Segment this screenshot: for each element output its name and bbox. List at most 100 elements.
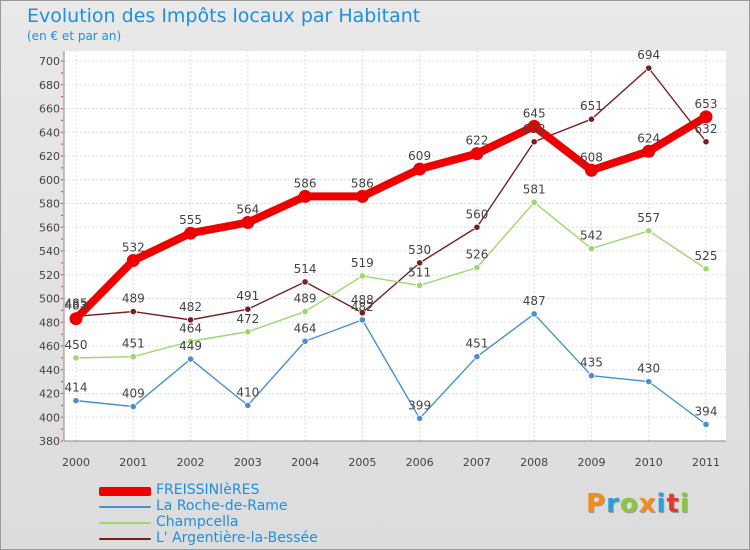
data-label: 451 [465, 337, 488, 351]
data-label: 487 [523, 294, 546, 308]
data-label: 482 [351, 300, 374, 314]
y-tick-label: 600 [39, 174, 60, 187]
y-minor-tick [61, 179, 63, 181]
y-minor-tick [61, 393, 63, 394]
data-point [69, 312, 83, 326]
data-point [129, 307, 137, 316]
x-tick-label: 2010 [635, 456, 663, 469]
data-point [645, 64, 653, 72]
y-minor-tick [61, 309, 63, 311]
data-label: 532 [122, 241, 145, 255]
y-minor-tick [61, 155, 63, 157]
data-label: 586 [351, 176, 374, 190]
chart-title: Evolution des Impôts locaux par Habitant [27, 5, 421, 27]
y-minor-tick [61, 96, 63, 98]
data-label: 489 [122, 292, 145, 306]
y-tick-label: 560 [39, 221, 60, 234]
data-label: 555 [179, 213, 202, 227]
y-tick-label: 440 [39, 364, 60, 377]
y-tick-label: 580 [39, 198, 60, 211]
y-tick-label: 620 [39, 150, 60, 163]
logo-letter: x [638, 489, 657, 519]
data-label: 451 [122, 337, 145, 351]
data-label: 514 [294, 262, 317, 276]
x-tick-label: 2008 [520, 456, 548, 469]
y-tick-label: 640 [39, 126, 60, 139]
data-point [530, 138, 538, 146]
logo-letter: t [666, 489, 680, 519]
y-minor-tick [61, 440, 63, 442]
data-label: 542 [580, 229, 603, 243]
data-point [413, 162, 427, 176]
logo-letter: i [656, 489, 667, 519]
data-label: 435 [580, 356, 603, 370]
legend-label: FREISSINIèRES [156, 482, 260, 498]
x-tick-label: 2007 [463, 456, 491, 469]
data-point [358, 272, 366, 280]
y-minor-tick [61, 416, 63, 418]
data-point [416, 281, 424, 290]
data-label: 694 [637, 48, 660, 62]
y-minor-tick [61, 345, 63, 347]
data-label: 530 [408, 243, 431, 257]
data-point [584, 163, 598, 177]
y-minor-tick [61, 369, 63, 371]
y-tick-label: 520 [39, 269, 60, 282]
data-point [129, 402, 137, 411]
series-line [75, 313, 707, 426]
data-label: 560 [465, 207, 488, 221]
data-point [702, 265, 710, 273]
data-point [645, 378, 653, 386]
y-minor-tick [61, 167, 63, 169]
y-minor-tick [61, 428, 63, 430]
y-minor-tick [61, 286, 63, 288]
data-point [699, 110, 713, 124]
data-point [298, 189, 312, 203]
y-minor-tick [61, 84, 63, 86]
data-label: 414 [65, 381, 88, 395]
data-label: 488 [351, 293, 374, 307]
data-label: 586 [294, 176, 317, 190]
logo-letter: o [619, 489, 639, 519]
data-label: 557 [637, 211, 660, 225]
y-minor-tick [61, 119, 63, 121]
x-tick-label: 2004 [291, 456, 319, 469]
y-minor-tick [61, 191, 63, 193]
data-label: 526 [465, 248, 488, 262]
legend-swatch [99, 538, 151, 540]
data-label: 410 [236, 385, 259, 399]
data-point [416, 259, 424, 267]
data-point [530, 310, 538, 318]
data-label: 581 [523, 182, 546, 196]
data-point [470, 147, 484, 161]
data-label: 622 [465, 134, 488, 148]
data-point [301, 337, 309, 345]
data-point [530, 198, 538, 206]
data-point [702, 138, 710, 146]
logo-letter: r [606, 489, 620, 519]
data-label: 564 [236, 203, 259, 217]
series-line [72, 112, 710, 323]
data-point [126, 254, 140, 267]
data-label: 608 [580, 150, 603, 164]
data-point [358, 309, 366, 317]
y-minor-tick [61, 214, 63, 216]
data-point [241, 216, 255, 229]
data-point [527, 119, 541, 133]
y-minor-tick [61, 404, 63, 406]
data-point [355, 189, 369, 203]
legend-label: L' Argentière-la-Bessée [156, 530, 318, 546]
x-tick-label: 2009 [577, 456, 605, 469]
data-label: 430 [637, 362, 660, 376]
legend-swatch [99, 522, 151, 524]
y-minor-tick [61, 250, 63, 252]
y-tick-label: 680 [39, 79, 60, 92]
x-tick-label: 2011 [692, 456, 720, 469]
y-minor-tick [61, 60, 63, 62]
x-tick-label: 2001 [119, 456, 147, 469]
data-point [129, 353, 137, 361]
y-minor-tick [61, 143, 63, 145]
data-label: 519 [351, 256, 374, 270]
data-label: 483 [65, 299, 88, 313]
